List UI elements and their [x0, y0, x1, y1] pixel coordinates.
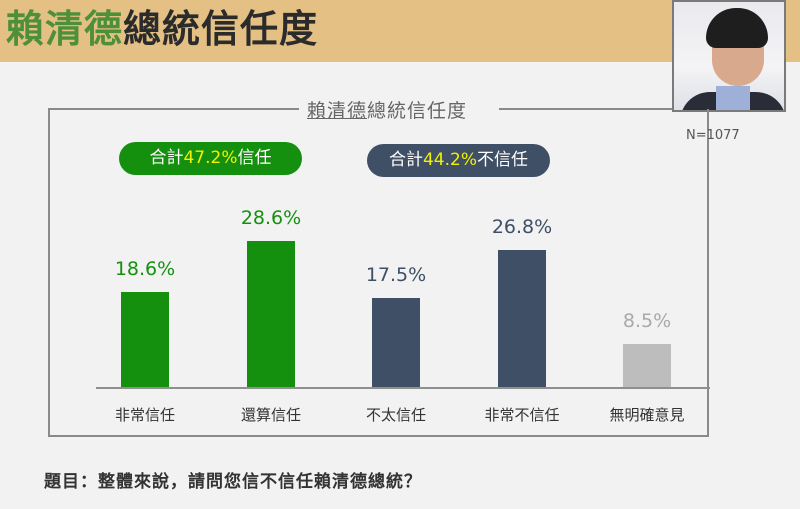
bar-value-label: 28.6%	[240, 207, 302, 229]
category-label: 還算信任	[240, 406, 301, 424]
title-rest: 總統信任度	[123, 7, 319, 51]
x-axis	[96, 387, 710, 389]
bar-value-label: 26.8%	[491, 216, 553, 238]
category-label: 無明確意見	[609, 406, 685, 424]
bar	[121, 292, 169, 387]
bar	[623, 344, 671, 387]
frame-divider	[48, 108, 299, 110]
title-highlight: 賴清德	[6, 7, 124, 51]
distrust-total-badge: 合計44.2%不信任	[367, 144, 550, 177]
chart-frame	[48, 109, 709, 437]
category-label: 不太信任	[365, 406, 426, 424]
sample-size: N=1077	[686, 128, 740, 143]
category-label: 非常不信任	[484, 406, 560, 424]
survey-question: 題目：整體來說，請問您信不信任賴清德總統？	[44, 472, 422, 492]
bar-value-label: 18.6%	[114, 258, 176, 280]
header-banner: 賴清德總統信任度	[0, 0, 800, 62]
trust-total-badge: 合計47.2%信任	[119, 142, 302, 175]
category-label: 非常信任	[114, 406, 175, 424]
bar-value-label: 8.5%	[622, 310, 672, 332]
frame-divider	[499, 108, 672, 110]
bar	[498, 250, 546, 387]
bar-value-label: 17.5%	[365, 264, 427, 286]
portrait-photo	[672, 0, 786, 112]
bar	[372, 298, 420, 387]
bar	[247, 241, 295, 387]
page-title: 賴清德總統信任度	[6, 6, 318, 52]
chart-title: 賴清德總統信任度	[307, 100, 468, 122]
